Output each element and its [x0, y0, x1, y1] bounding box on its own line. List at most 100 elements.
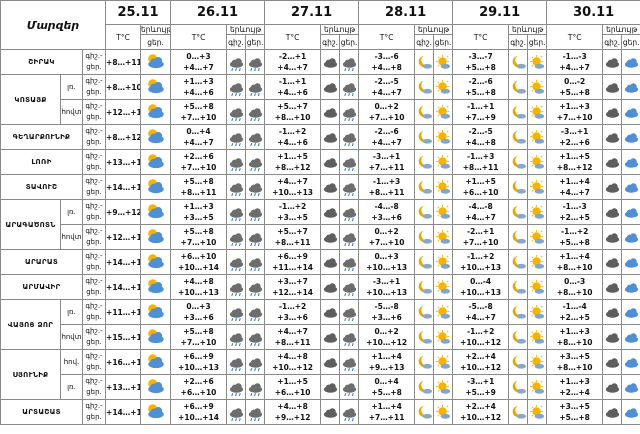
- row-label: գիշ.- ցեր.: [81, 124, 107, 150]
- night-icon: [508, 99, 529, 125]
- forecast-table: Մարզեր 25.11 26.11 27.11 28.11 29.11 30.11 T°C ե…: [0, 0, 640, 425]
- day-icon: [527, 199, 548, 225]
- temp: +2…+4: [559, 388, 590, 397]
- temp: -3…-7: [468, 52, 493, 61]
- weather-icon: [323, 132, 337, 143]
- cloud: [610, 57, 618, 65]
- temp: +5…+8: [559, 413, 590, 422]
- row-label-line: գիշ.-: [85, 52, 103, 60]
- temp: 0…+2: [374, 327, 399, 336]
- temp: +3…+7: [277, 277, 308, 286]
- temp: +1…+3: [559, 102, 590, 111]
- cloud: [610, 132, 618, 140]
- weather-icon: [435, 379, 450, 394]
- cloud: [234, 57, 242, 65]
- temp-cell: -1…+2 +3…+5: [264, 199, 322, 225]
- night-icon: [602, 349, 623, 375]
- cloud: [347, 382, 355, 390]
- weather-icon: [418, 255, 432, 269]
- night-icon: [320, 349, 341, 375]
- night-icon: [508, 349, 529, 375]
- temp-cell: +3…+5 +8…+10: [546, 349, 604, 375]
- sun: [531, 156, 541, 166]
- rain: [249, 167, 260, 171]
- temp: 0…+3: [186, 302, 211, 311]
- weather-icon: [418, 280, 432, 294]
- weather-icon: [418, 205, 432, 219]
- row-label-line: ցեր.: [86, 313, 102, 321]
- phenomenon-header: երևույթ: [140, 24, 172, 35]
- temp: +1…+4: [371, 402, 402, 411]
- night-header: գիշ.: [320, 34, 341, 50]
- cloud: [422, 338, 432, 344]
- moon: [512, 155, 523, 167]
- cloud: [234, 107, 242, 115]
- sun: [437, 281, 447, 291]
- temp: +10…+13: [460, 263, 502, 272]
- cloud: [422, 88, 432, 94]
- cloud: [610, 332, 618, 340]
- temp: +10…+13: [366, 288, 408, 297]
- weather-icon: [512, 130, 526, 144]
- temp-cell: 0…+2 +7…+10: [358, 224, 416, 250]
- weather-icon: [229, 207, 243, 221]
- weather-icon: [418, 230, 432, 244]
- weather-icon: [248, 207, 262, 221]
- day-icon: [245, 124, 266, 150]
- cloud: [516, 413, 526, 419]
- weather-icon: [342, 157, 356, 171]
- rain: [230, 92, 241, 96]
- region-name: ՎԱՅՈՑ ՁՈՐ: [0, 299, 61, 350]
- sub-region: լռ.: [60, 299, 83, 325]
- cloud: [153, 232, 162, 240]
- moon: [418, 155, 429, 167]
- rain: [249, 92, 260, 96]
- temp: +6…+9: [183, 402, 214, 411]
- weather-icon: [248, 232, 262, 246]
- cloud: [629, 232, 637, 240]
- row-label: գիշ.- ցեր.: [81, 49, 107, 75]
- temp: +10…+12: [366, 338, 408, 347]
- cloud: [516, 138, 526, 144]
- cloud: [422, 263, 432, 269]
- cloud: [253, 357, 261, 365]
- moon: [512, 355, 523, 367]
- night-icon: [414, 399, 435, 425]
- weather-icon: [147, 279, 164, 294]
- today-temp: +14…+17: [105, 249, 142, 275]
- region-name: ԱՐԱԳԱԾՈՏՆ: [0, 199, 61, 250]
- weather-icon: [323, 282, 337, 293]
- temp: +7…+10: [180, 338, 217, 347]
- moon: [512, 205, 523, 217]
- temp: +6…+10: [180, 388, 217, 397]
- cloud: [328, 157, 336, 165]
- rain: [343, 117, 354, 121]
- today-temp: +12…+14: [105, 99, 142, 125]
- weather-icon: [147, 379, 164, 394]
- cloud: [422, 313, 432, 319]
- cloud: [347, 232, 355, 240]
- cloud: [516, 313, 526, 319]
- row-label: գիշ.- ցեր.: [81, 374, 107, 400]
- weather-icon: [529, 304, 544, 319]
- weather-icon: [418, 380, 432, 394]
- temp: +3…+6: [371, 213, 402, 222]
- cloud: [422, 288, 432, 294]
- day-icon: [245, 349, 266, 375]
- weather-icon: [418, 155, 432, 169]
- temp-cell: +5…+8 +7…+10: [170, 99, 228, 125]
- temp: +8…+10: [556, 263, 593, 272]
- weather-icon: [418, 80, 432, 94]
- sun: [437, 331, 447, 341]
- night-icon: [320, 49, 341, 75]
- temp: -4…-8: [468, 202, 493, 211]
- temp-cell: +4…+8 +10…+13: [170, 274, 228, 300]
- day-icon: [433, 49, 454, 75]
- cloud: [234, 282, 242, 290]
- row-label-line: ցեր.: [86, 238, 102, 246]
- cloud: [516, 363, 526, 369]
- moon: [418, 55, 429, 67]
- cloud: [440, 213, 450, 219]
- cloud: [328, 357, 336, 365]
- temp: -1…+1: [466, 102, 495, 111]
